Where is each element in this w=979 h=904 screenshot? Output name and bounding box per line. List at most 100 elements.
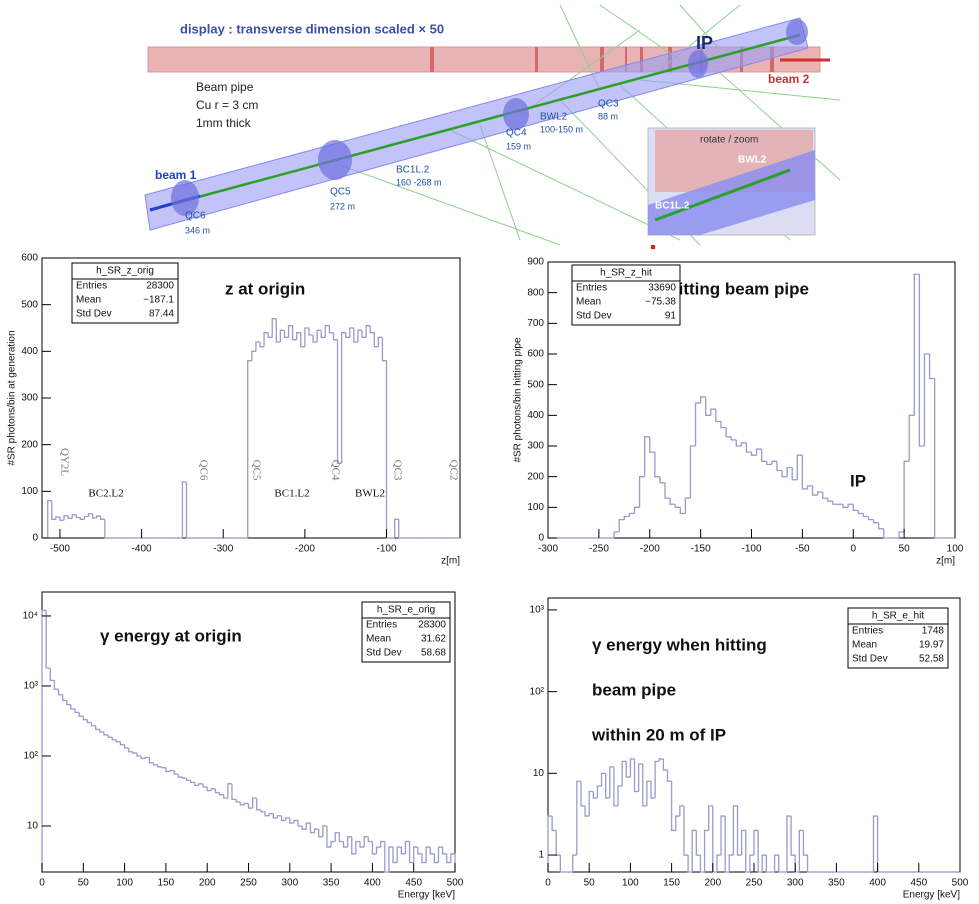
histogram-bin <box>235 799 241 803</box>
histogram-bin <box>720 815 726 856</box>
stats-key: Std Dev <box>366 648 402 659</box>
histogram-bin <box>404 840 410 854</box>
histogram-bin <box>363 836 369 848</box>
histogram-bin <box>152 762 158 766</box>
histogram-bin <box>633 758 639 793</box>
marker-dot <box>651 245 655 249</box>
x-tick-label: 350 <box>828 878 845 889</box>
stats-value: 1748 <box>922 626 945 637</box>
histogram-bin <box>408 841 414 864</box>
histogram-bin <box>720 421 727 429</box>
diagram-label: IP <box>696 33 713 53</box>
histogram-bin <box>369 325 375 334</box>
y-tick-label: 10⁴ <box>23 611 38 622</box>
histogram-bin <box>791 467 798 481</box>
histogram-bin <box>349 327 354 338</box>
histogram-bin <box>629 758 635 778</box>
histogram-bin <box>305 822 311 830</box>
histogram-bin <box>679 507 686 515</box>
histogram-bin <box>609 766 614 798</box>
histogram-bin <box>66 700 71 706</box>
histogram-bin <box>328 325 334 334</box>
histogram-bin <box>842 504 849 508</box>
histogram-bin <box>123 744 129 749</box>
x-tick-label: 500 <box>447 878 464 889</box>
histogram-bin <box>79 517 85 520</box>
histogram-bin <box>898 531 905 538</box>
histogram-bin <box>765 855 771 873</box>
histogram-bin <box>798 829 804 872</box>
histogram-bin <box>716 854 722 872</box>
histogram-bin <box>732 805 738 856</box>
y-tick-label: 1 <box>538 850 544 861</box>
y-tick-label: 100 <box>527 502 544 513</box>
histogram-bin <box>185 482 191 539</box>
histogram-bin <box>345 332 350 338</box>
histogram-bin <box>654 452 660 478</box>
histogram-bin <box>745 830 750 873</box>
histogram-bin <box>806 855 812 873</box>
histogram-bin <box>433 853 439 864</box>
histogram-bin <box>334 832 340 842</box>
y-axis-label: #SR photons/bin at generation <box>7 330 18 465</box>
x-axis-label: Energy [keV] <box>398 890 455 901</box>
histogram-bin <box>625 761 631 778</box>
histogram-bin <box>267 332 273 338</box>
x-tick-label: 0 <box>850 544 856 555</box>
histogram-bin <box>736 805 742 856</box>
histogram-bin <box>359 841 365 848</box>
stats-value: 28300 <box>146 281 174 292</box>
histogram-bin <box>340 332 346 464</box>
histogram-bin <box>308 328 314 336</box>
histogram-bin <box>644 436 650 477</box>
y-tick-label: 0 <box>538 533 544 544</box>
chart-title: z at origin <box>225 279 305 298</box>
histogram-bin <box>161 766 166 769</box>
x-tick-label: 400 <box>364 878 381 889</box>
stats-value: 87.44 <box>149 309 174 320</box>
histogram-bin <box>206 787 212 792</box>
histogram-bin <box>802 830 808 856</box>
histogram-bin <box>699 396 706 404</box>
x-tick-label: 200 <box>704 878 721 889</box>
histogram-bin <box>259 342 265 348</box>
diagram-label: 1mm thick <box>196 116 252 130</box>
histogram-bin <box>551 816 557 832</box>
histogram-bin <box>613 531 620 538</box>
histogram-bin <box>223 794 228 799</box>
histogram-bin <box>291 325 297 341</box>
histogram-bin <box>740 829 746 856</box>
histogram-bin <box>876 816 882 873</box>
histogram-bin <box>51 500 56 520</box>
histogram-bin <box>715 409 721 423</box>
histogram-bin <box>276 815 282 818</box>
histogram-bin <box>654 760 660 798</box>
histogram-bin <box>745 442 752 453</box>
histogram-bin <box>67 515 73 520</box>
stats-value: 28300 <box>418 620 446 631</box>
histogram-bin <box>555 830 561 856</box>
stats-box <box>847 607 949 669</box>
histogram-bin <box>908 414 915 462</box>
histogram-bin <box>74 708 80 713</box>
stats-value: 31.62 <box>421 634 446 645</box>
histogram-bin <box>264 811 270 817</box>
x-tick-label: 50 <box>78 878 90 889</box>
histogram-bin <box>365 325 371 338</box>
x-tick-label: -300 <box>213 544 233 555</box>
stats-name: h_SR_z_hit <box>600 268 652 279</box>
histogram-bin <box>633 506 640 514</box>
histogram-bin <box>757 830 763 873</box>
histogram-bin <box>272 813 278 819</box>
histogram-bin <box>421 853 427 864</box>
histogram-bin <box>730 436 737 441</box>
histogram-bin <box>913 273 920 416</box>
x-tick-label: 100 <box>116 878 133 889</box>
histogram-bin <box>336 339 342 464</box>
stats-key: Mean <box>576 297 601 308</box>
histogram-bin <box>313 828 319 833</box>
histogram-bin <box>662 758 668 771</box>
stats-key: Std Dev <box>576 311 612 322</box>
histogram-bin <box>450 853 456 872</box>
